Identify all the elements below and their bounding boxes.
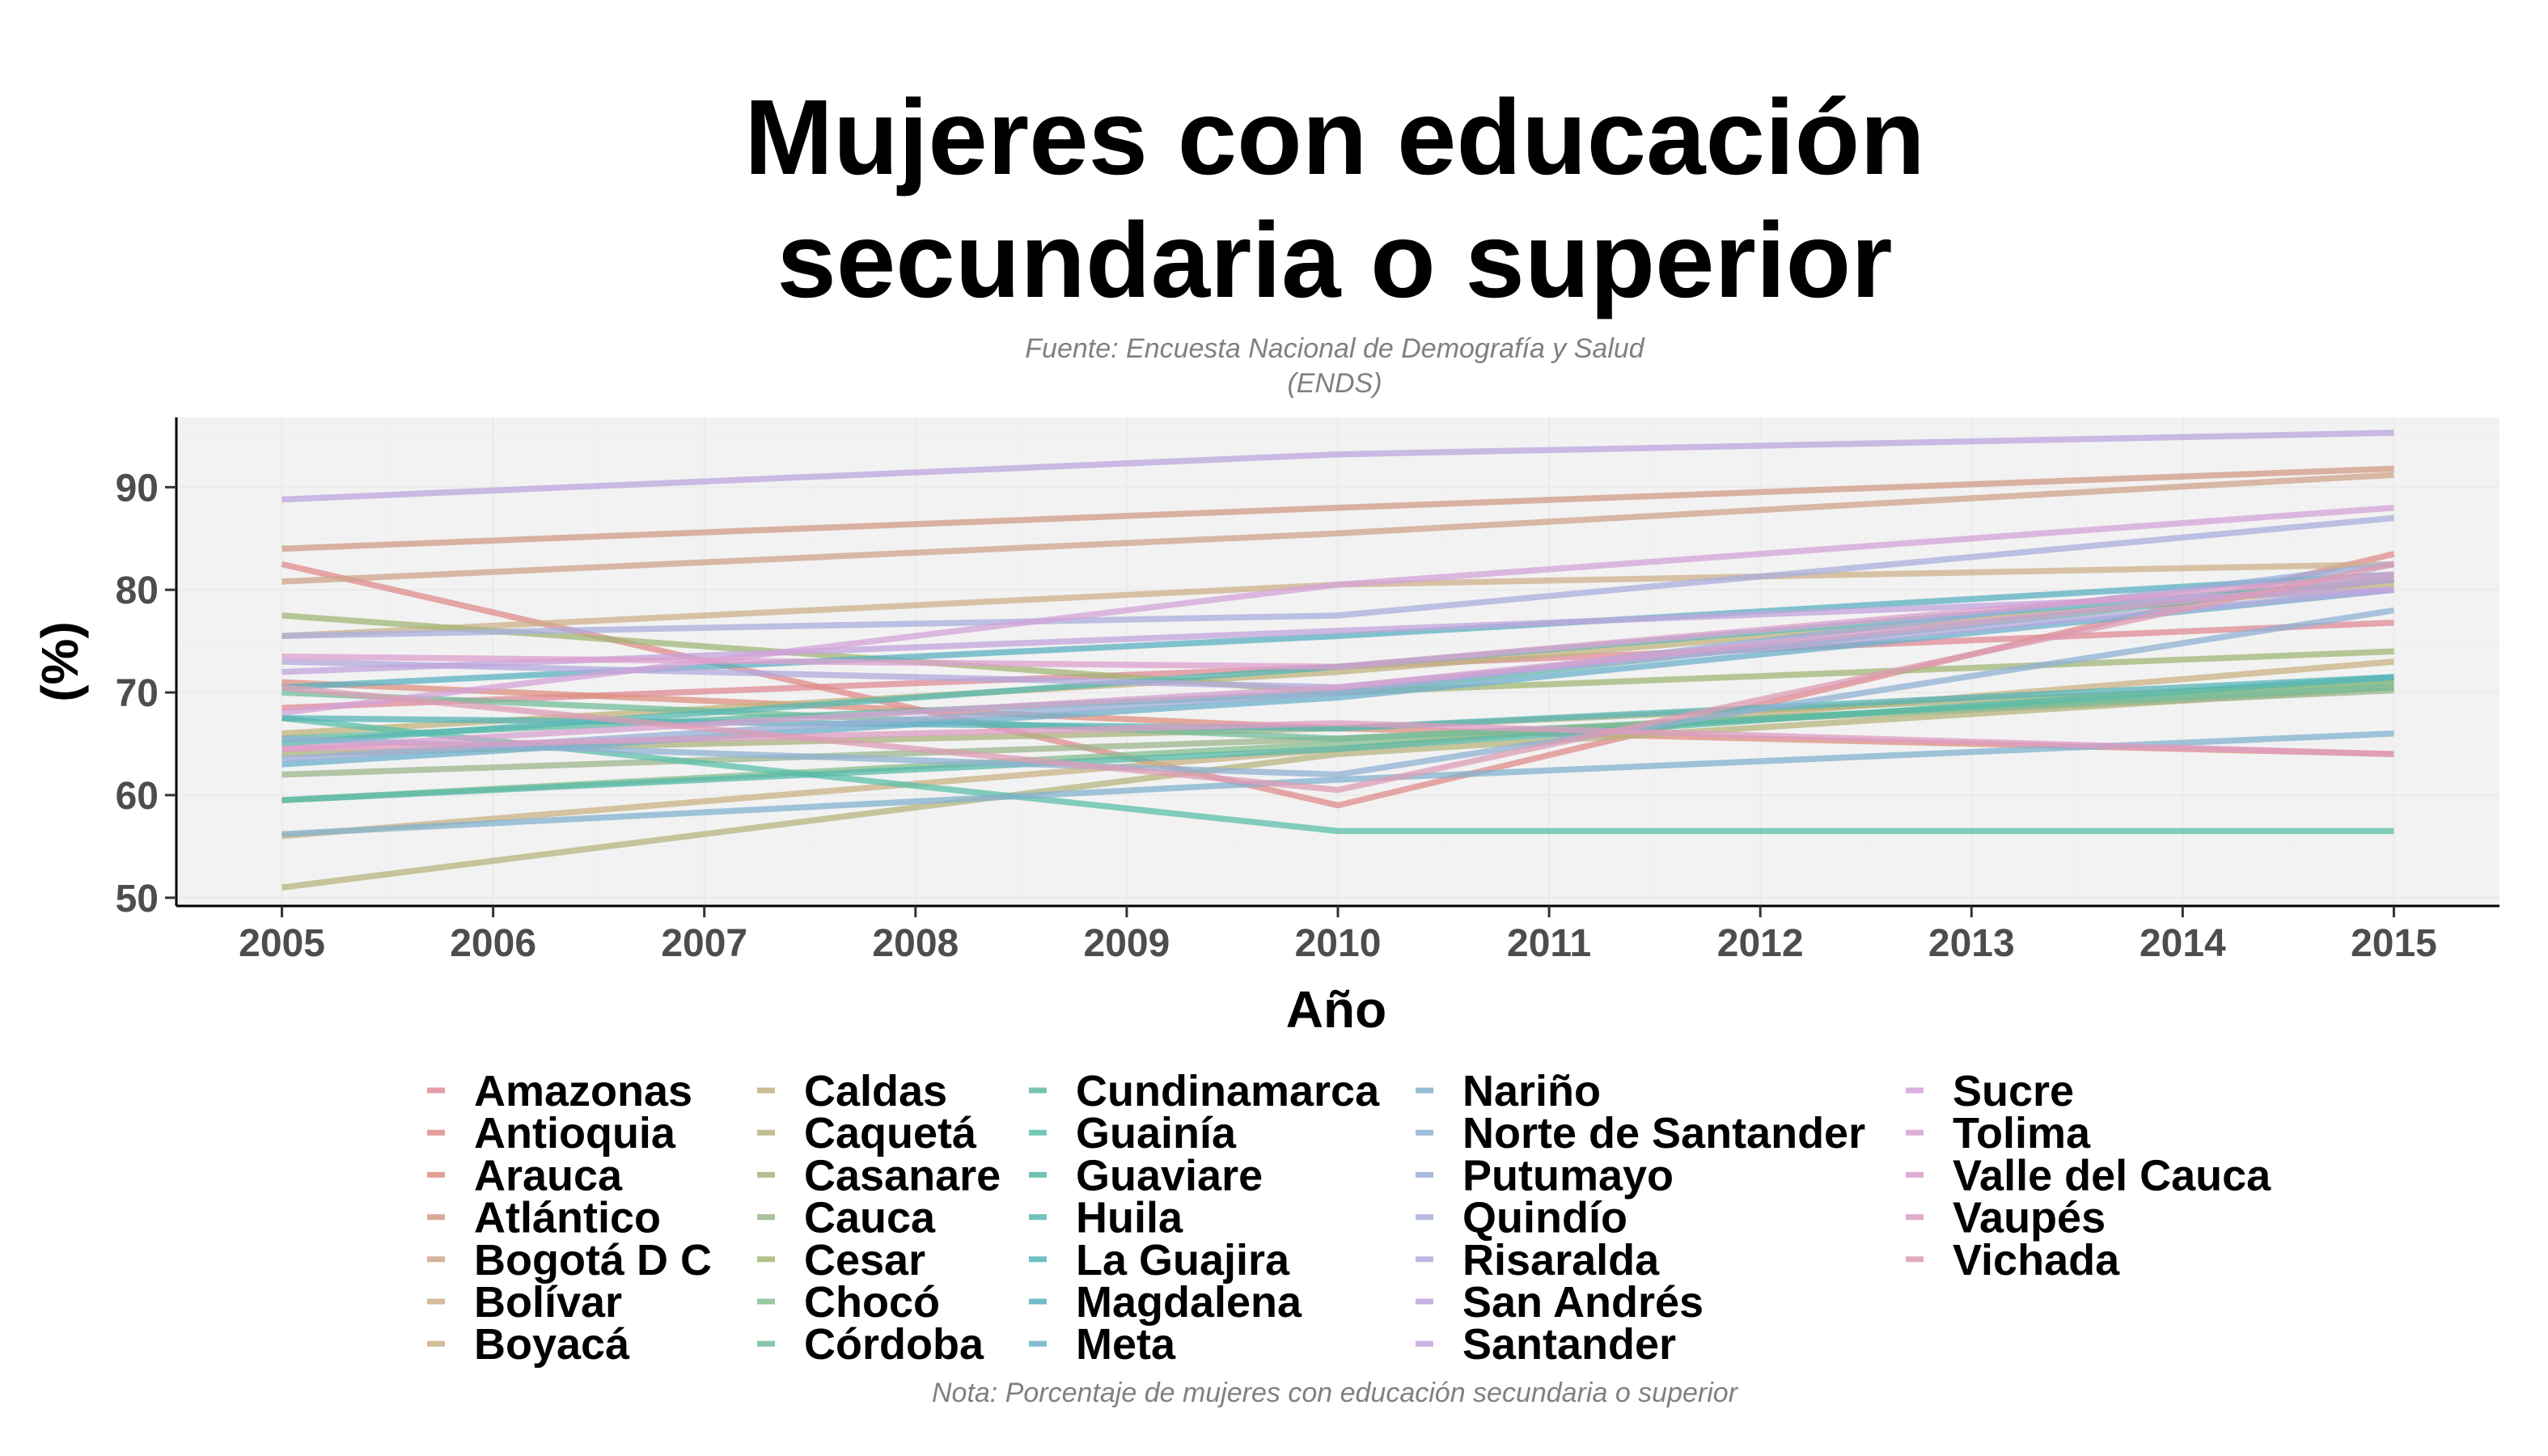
legend-label: Caquetá <box>804 1109 977 1158</box>
legend-label: Norte de Santander <box>1462 1109 1865 1158</box>
legend-label: Meta <box>1076 1320 1176 1369</box>
legend-label: Cundinamarca <box>1076 1067 1380 1115</box>
x-tick-label: 2012 <box>1717 922 1804 965</box>
legend-label: Arauca <box>474 1151 623 1200</box>
y-tick-label: 70 <box>116 672 159 715</box>
y-axis-ticks: 50 60 70 80 90 <box>116 467 176 921</box>
legend-label: Sucre <box>1953 1067 2074 1115</box>
legend-label: Amazonas <box>474 1067 692 1115</box>
legend-label: Putumayo <box>1462 1151 1674 1200</box>
legend-label: Nariño <box>1462 1067 1601 1115</box>
series-line <box>281 514 2394 640</box>
legend-label: Magdalena <box>1076 1278 1302 1327</box>
series-line <box>281 571 2394 671</box>
series-line <box>281 576 2394 752</box>
y-axis-title: (%) <box>31 621 89 702</box>
series-line <box>281 472 2394 585</box>
legend-label: Caldas <box>804 1067 947 1115</box>
series-line <box>281 607 2395 778</box>
y-tick-label: 60 <box>116 775 159 818</box>
series-line <box>281 561 2395 794</box>
legend-label: San Andrés <box>1462 1278 1704 1327</box>
chart-caption: Nota: Porcentaje de mujeres con educació… <box>932 1378 1739 1408</box>
y-tick-label: 90 <box>116 467 159 510</box>
x-tick-label: 2008 <box>872 922 959 965</box>
legend-label: Vichada <box>1953 1236 2120 1285</box>
legend-label: Córdoba <box>804 1320 984 1369</box>
x-tick-label: 2013 <box>1928 922 2015 965</box>
series-line <box>281 674 2394 804</box>
legend-label: Guaviare <box>1076 1151 1263 1200</box>
legend-label: Huila <box>1076 1194 1183 1242</box>
series-line <box>281 465 2394 552</box>
legend-label: Chocó <box>804 1278 940 1327</box>
series-lines <box>281 430 2395 891</box>
legend-label: Cauca <box>804 1194 936 1242</box>
legend-label: Cesar <box>804 1236 925 1285</box>
x-tick-label: 2011 <box>1507 922 1591 965</box>
legend-label: Vaupés <box>1953 1194 2106 1242</box>
series-line <box>281 684 2394 742</box>
x-tick-label: 2007 <box>661 922 747 965</box>
x-tick-label: 2009 <box>1084 922 1170 965</box>
x-tick-label: 2006 <box>450 922 536 965</box>
x-tick-label: 2005 <box>239 922 325 965</box>
series-line <box>281 720 2394 757</box>
legend-label: Valle del Cauca <box>1953 1151 2271 1200</box>
legend-label: Antioquia <box>474 1109 676 1158</box>
legend-label: Quindío <box>1462 1194 1627 1242</box>
x-tick-label: 2010 <box>1295 922 1382 965</box>
y-tick-label: 80 <box>116 569 159 612</box>
series-line <box>281 684 2394 891</box>
legend-label: Bogotá D C <box>474 1236 712 1285</box>
legend-label: Boyacá <box>474 1320 630 1369</box>
legend-label: Bolívar <box>474 1278 622 1327</box>
y-tick-label: 50 <box>116 878 159 921</box>
legend-label: Atlántico <box>474 1194 661 1242</box>
legend-label: Tolima <box>1953 1109 2091 1158</box>
legend-label: Santander <box>1462 1320 1676 1369</box>
x-tick-label: 2015 <box>2351 922 2437 965</box>
legend-label: Guainía <box>1076 1109 1237 1158</box>
series-line <box>281 504 2394 717</box>
chart-title-line-2: secundaria o superior <box>777 201 1892 320</box>
series-line <box>281 430 2394 503</box>
legend-label: La Guajira <box>1076 1236 1290 1285</box>
x-axis-ticks: 2005 2006 2007 2008 2009 2010 2011 2012 2013 2014… <box>239 906 2437 965</box>
x-tick-label: 2014 <box>2140 922 2226 965</box>
chart-title-line-1: Mujeres con educación <box>744 78 1925 197</box>
chart-subtitle-line-1: Fuente: Encuesta Nacional de Demografía … <box>1025 333 1645 364</box>
x-axis-title: Año <box>1286 980 1386 1039</box>
series-line <box>281 730 2394 837</box>
legend-label: Casanare <box>804 1151 1001 1200</box>
series-line <box>281 715 2394 835</box>
legend-label: Risaralda <box>1462 1236 1660 1285</box>
chart-subtitle-line-2: (ENDS) <box>1287 368 1382 399</box>
